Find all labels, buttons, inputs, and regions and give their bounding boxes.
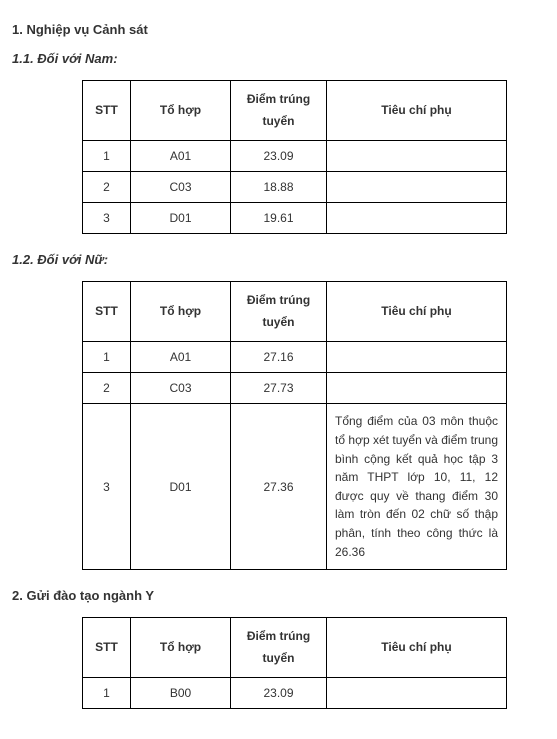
table-row: 1 A01 23.09 (83, 141, 507, 172)
cell-stt: 1 (83, 141, 131, 172)
cell-diem: 23.09 (231, 141, 327, 172)
cell-stt: 2 (83, 172, 131, 203)
section-1-1-title: 1.1. Đối với Nam: (12, 51, 545, 66)
cell-diem: 27.36 (231, 404, 327, 570)
table-nganh-y: STT Tổ hợp Điểm trúng tuyển Tiêu chí phụ… (82, 617, 507, 709)
cell-tohop: C03 (131, 172, 231, 203)
table-nam: STT Tổ hợp Điểm trúng tuyển Tiêu chí phụ… (82, 80, 507, 234)
col-tohop: Tổ hợp (131, 618, 231, 678)
col-diem: Điểm trúng tuyển (231, 618, 327, 678)
cell-tohop: D01 (131, 404, 231, 570)
table-row: 3 D01 27.36 Tổng điểm của 03 môn thuộc t… (83, 404, 507, 570)
table-nu: STT Tổ hợp Điểm trúng tuyển Tiêu chí phụ… (82, 281, 507, 570)
cell-tohop: B00 (131, 678, 231, 709)
cell-diem: 27.73 (231, 373, 327, 404)
cell-stt: 2 (83, 373, 131, 404)
col-tohop: Tổ hợp (131, 282, 231, 342)
col-tohop: Tổ hợp (131, 81, 231, 141)
cell-stt: 3 (83, 404, 131, 570)
cell-diem: 27.16 (231, 342, 327, 373)
cell-tcp (327, 373, 507, 404)
cell-tcp: Tổng điểm của 03 môn thuộc tổ hợp xét tu… (327, 404, 507, 570)
table-row: 2 C03 18.88 (83, 172, 507, 203)
table-header-row: STT Tổ hợp Điểm trúng tuyển Tiêu chí phụ (83, 81, 507, 141)
cell-diem: 23.09 (231, 678, 327, 709)
col-diem: Điểm trúng tuyển (231, 81, 327, 141)
table-header-row: STT Tổ hợp Điểm trúng tuyển Tiêu chí phụ (83, 282, 507, 342)
table-header-row: STT Tổ hợp Điểm trúng tuyển Tiêu chí phụ (83, 618, 507, 678)
section-1-2-title: 1.2. Đối với Nữ: (12, 252, 545, 267)
cell-tohop: A01 (131, 342, 231, 373)
cell-tohop: C03 (131, 373, 231, 404)
cell-tcp (327, 172, 507, 203)
section-1-title: 1. Nghiệp vụ Cảnh sát (12, 22, 545, 37)
col-tcp: Tiêu chí phụ (327, 618, 507, 678)
table-row: 1 B00 23.09 (83, 678, 507, 709)
table-row: 2 C03 27.73 (83, 373, 507, 404)
cell-tohop: A01 (131, 141, 231, 172)
cell-stt: 3 (83, 203, 131, 234)
col-tcp: Tiêu chí phụ (327, 282, 507, 342)
cell-stt: 1 (83, 342, 131, 373)
cell-tcp (327, 342, 507, 373)
cell-tcp (327, 141, 507, 172)
col-stt: STT (83, 81, 131, 141)
cell-diem: 18.88 (231, 172, 327, 203)
cell-tcp (327, 203, 507, 234)
table-row: 3 D01 19.61 (83, 203, 507, 234)
cell-tcp (327, 678, 507, 709)
table-row: 1 A01 27.16 (83, 342, 507, 373)
cell-diem: 19.61 (231, 203, 327, 234)
cell-tohop: D01 (131, 203, 231, 234)
col-diem: Điểm trúng tuyển (231, 282, 327, 342)
section-2-title: 2. Gửi đào tạo ngành Y (12, 588, 545, 603)
col-stt: STT (83, 282, 131, 342)
col-stt: STT (83, 618, 131, 678)
cell-stt: 1 (83, 678, 131, 709)
col-tcp: Tiêu chí phụ (327, 81, 507, 141)
